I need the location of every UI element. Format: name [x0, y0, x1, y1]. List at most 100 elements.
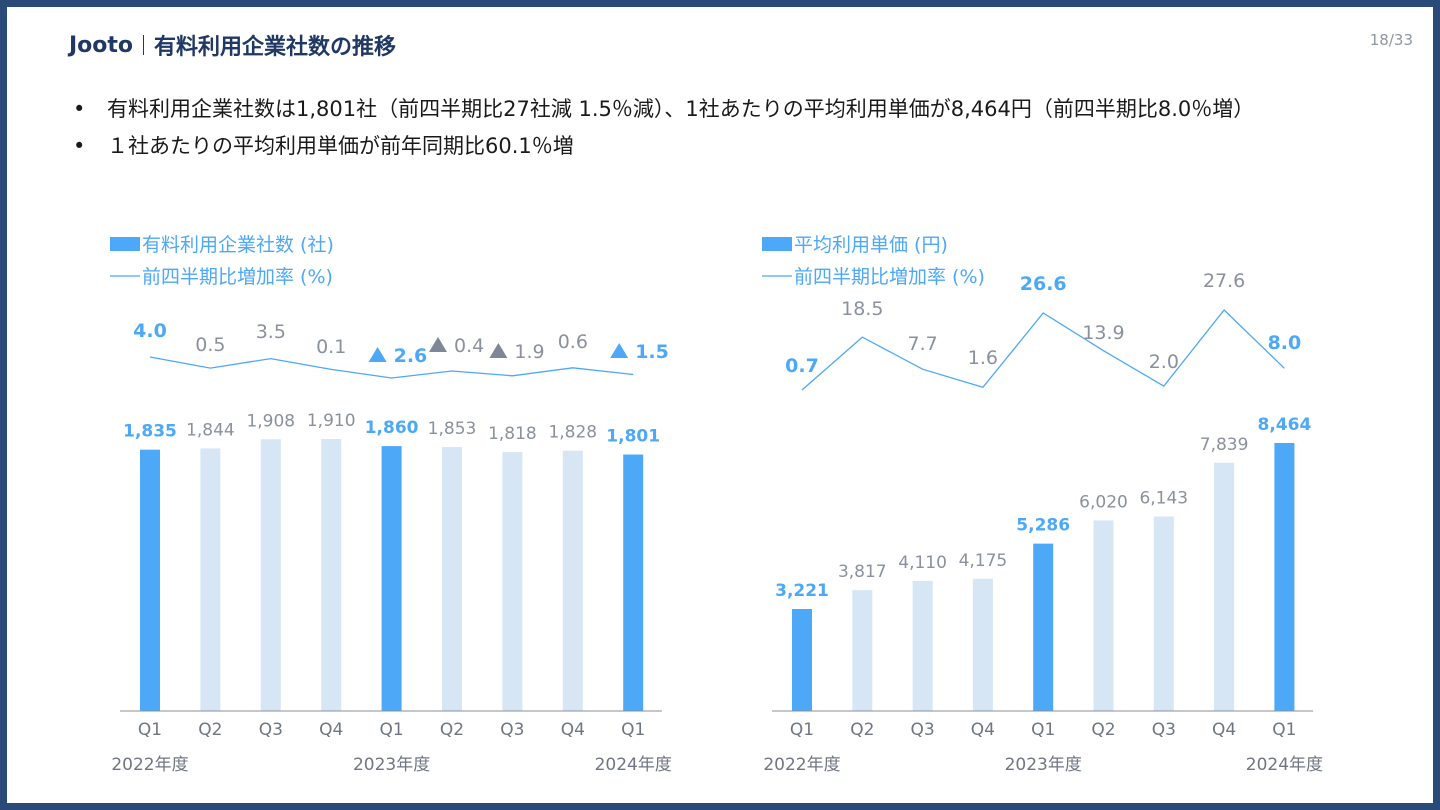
x-tick-label: Q2 — [198, 720, 222, 740]
x-tick-label: Q4 — [561, 720, 585, 740]
bar — [1214, 462, 1235, 711]
bar-value-label: 1,844 — [186, 420, 235, 440]
bullet-dot: • — [73, 97, 86, 121]
bar — [1093, 520, 1114, 711]
bar — [1153, 516, 1174, 711]
bar-value-label: 1,835 — [123, 422, 177, 442]
bar-value-label: 1,860 — [365, 418, 419, 438]
x-tick-label: Q4 — [1212, 720, 1236, 740]
growth-rate-label: 4.0 — [133, 320, 167, 342]
x-tick-label: Q1 — [138, 720, 162, 740]
growth-rate-label: 1.6 — [968, 347, 998, 369]
bar — [792, 609, 812, 711]
decrease-triangle-icon — [429, 337, 447, 352]
bar-value-label: 1,910 — [307, 411, 356, 431]
decrease-triangle-icon — [610, 343, 629, 358]
bar — [852, 590, 873, 711]
bullet-list: • 有料利用企業社数は1,801社（前四半期比27社減 1.5％減）、1社あたりの… — [69, 95, 1359, 169]
x-tick-label: Q2 — [1091, 720, 1115, 740]
bullet-dot: • — [73, 134, 86, 158]
growth-rate-label: 3.5 — [256, 321, 286, 343]
growth-rate-label: 0.4 — [454, 335, 484, 357]
bar — [260, 439, 281, 711]
decrease-triangle-icon — [368, 347, 387, 362]
bar-value-label: 4,175 — [959, 551, 1008, 571]
x-tick-label: Q1 — [379, 720, 403, 740]
bar — [321, 439, 342, 711]
bar — [972, 578, 993, 711]
bar-value-label: 3,817 — [838, 562, 887, 582]
bar-value-label: 1,853 — [428, 419, 477, 439]
year-label: 2023年度 — [353, 755, 430, 775]
growth-rate-label: 13.9 — [1082, 322, 1124, 344]
year-label: 2024年度 — [1246, 755, 1323, 775]
x-tick-label: Q3 — [259, 720, 283, 740]
x-tick-label: Q2 — [440, 720, 464, 740]
bar — [912, 580, 933, 711]
legend-line-label: 前四半期比増加率 (%) — [142, 266, 333, 288]
bullet-item: • 有料利用企業社数は1,801社（前四半期比27社減 1.5％減）、1社あたりの… — [69, 95, 1359, 124]
year-label: 2022年度 — [111, 755, 188, 775]
bar-value-label: 1,908 — [246, 411, 295, 431]
x-tick-label: Q1 — [1031, 720, 1055, 740]
bullet-text: 有料利用企業社数は1,801社（前四半期比27社減 1.5％減）、1社あたりの平… — [107, 97, 1255, 121]
growth-rate-label: 1.5 — [635, 341, 669, 363]
x-tick-label: Q2 — [850, 720, 874, 740]
legend-bar-swatch — [762, 237, 792, 251]
legend-bar-label: 有料利用企業社数 (社) — [142, 234, 334, 256]
growth-rate-label: 2.6 — [394, 345, 428, 367]
growth-rate-label: 1.9 — [514, 341, 544, 363]
bullet-item: • １社あたりの平均利用単価が前年同期比60.1％増 — [69, 132, 1359, 161]
growth-rate-label: 18.5 — [841, 298, 883, 320]
bar — [200, 448, 221, 711]
legend-line-label: 前四半期比増加率 (%) — [794, 266, 985, 288]
x-tick-label: Q4 — [319, 720, 343, 740]
x-tick-label: Q1 — [790, 720, 814, 740]
growth-rate-label: 2.0 — [1149, 351, 1179, 373]
growth-rate-label: 0.6 — [558, 331, 588, 353]
growth-rate-line — [149, 356, 634, 379]
growth-rate-label: 0.5 — [195, 334, 225, 356]
title-divider — [143, 35, 145, 55]
decrease-triangle-icon — [489, 343, 508, 358]
bar-value-label: 3,221 — [775, 581, 829, 601]
bar-value-label: 8,464 — [1258, 415, 1312, 435]
page-number: 18/33 — [1369, 31, 1413, 49]
bar — [140, 449, 160, 711]
growth-rate-label: 0.1 — [316, 336, 346, 358]
x-tick-label: Q1 — [1272, 720, 1296, 740]
bar — [562, 450, 583, 711]
bar-value-label: 6,143 — [1139, 488, 1188, 508]
bar — [1274, 443, 1295, 711]
growth-rate-label: 8.0 — [1268, 332, 1302, 354]
page-title: Jooto 有料利用企業社数の推移 — [69, 29, 396, 61]
bar-value-label: 1,801 — [606, 427, 660, 447]
legend-bar-swatch — [110, 237, 140, 251]
growth-rate-label: 7.7 — [907, 333, 937, 355]
bar — [623, 454, 644, 711]
bar-value-label: 4,110 — [898, 553, 947, 573]
growth-rate-label: 0.7 — [785, 355, 819, 377]
growth-rate-label: 27.6 — [1203, 270, 1245, 292]
brand-name: Jooto — [69, 32, 134, 58]
growth-rate-line — [801, 309, 1285, 391]
title-text: 有料利用企業社数の推移 — [154, 35, 397, 60]
bar-value-label: 6,020 — [1079, 492, 1128, 512]
bar-value-label: 7,839 — [1200, 435, 1249, 455]
x-tick-label: Q4 — [971, 720, 995, 740]
bullet-text: １社あたりの平均利用単価が前年同期比60.1％増 — [107, 134, 574, 158]
bar-value-label: 1,818 — [488, 424, 537, 444]
legend-bar-label: 平均利用単価 (円) — [794, 234, 948, 256]
x-tick-label: Q1 — [621, 720, 645, 740]
bar-value-label: 1,828 — [548, 423, 597, 443]
x-tick-label: Q3 — [1152, 720, 1176, 740]
bar — [1033, 543, 1054, 711]
x-tick-label: Q3 — [910, 720, 934, 740]
bar-value-label: 5,286 — [1016, 516, 1070, 536]
growth-rate-label: 26.6 — [1020, 273, 1067, 295]
x-tick-label: Q3 — [500, 720, 524, 740]
bar — [502, 452, 523, 711]
year-label: 2023年度 — [1005, 755, 1082, 775]
